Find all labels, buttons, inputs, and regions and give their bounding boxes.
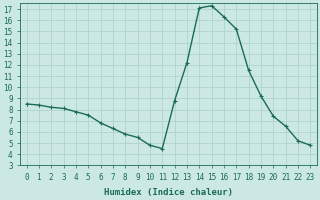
X-axis label: Humidex (Indice chaleur): Humidex (Indice chaleur) bbox=[104, 188, 233, 197]
